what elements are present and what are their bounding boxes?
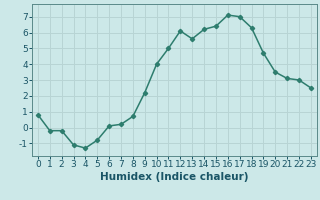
X-axis label: Humidex (Indice chaleur): Humidex (Indice chaleur) — [100, 172, 249, 182]
